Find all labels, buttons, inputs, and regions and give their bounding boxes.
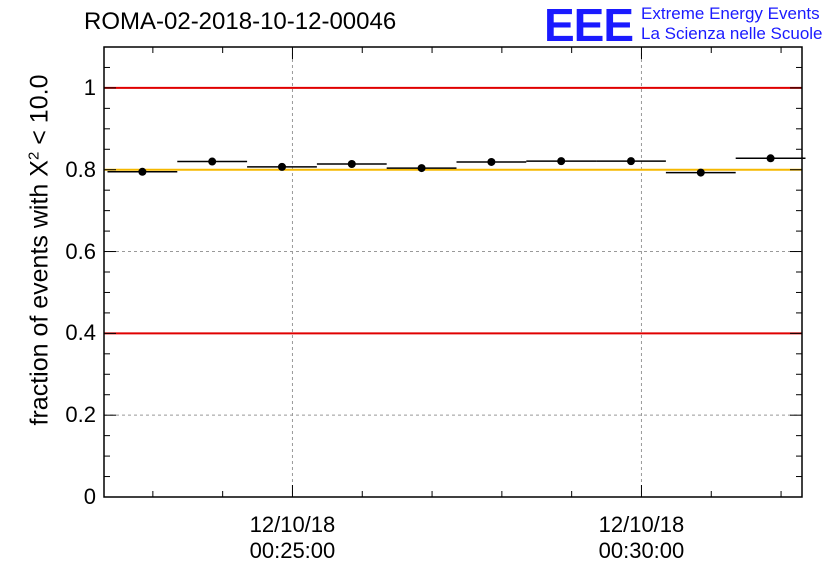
data-point xyxy=(247,162,317,171)
data-point xyxy=(177,157,248,166)
data-point xyxy=(107,167,178,176)
data-point-marker xyxy=(277,162,286,171)
x-tick-date: 12/10/18 xyxy=(249,512,336,537)
data-point-marker xyxy=(487,157,496,166)
logo-line-2: La Scienza nelle Scuole xyxy=(641,24,823,43)
x-tick-time: 00:30:00 xyxy=(598,538,685,563)
axis-ticks xyxy=(104,46,802,498)
y-tick-label: 0 xyxy=(83,484,96,509)
y-tick-label: 0.2 xyxy=(65,402,96,428)
data-point-marker xyxy=(696,168,705,177)
data-point-marker xyxy=(347,160,356,168)
eee-logo-mark: EEE xyxy=(544,0,634,51)
eee-logo: EEE Extreme Energy Events La Scienza nel… xyxy=(544,2,823,48)
x-tick-time: 00:25:00 xyxy=(249,538,336,563)
y-tick-label: 1 xyxy=(83,74,96,100)
data-point xyxy=(386,164,457,173)
logo-line-1: Extreme Energy Events xyxy=(641,4,820,23)
y-tick-label: 0.6 xyxy=(65,238,96,264)
plot-frame xyxy=(103,46,803,498)
data-point xyxy=(316,160,387,168)
data-point-marker xyxy=(626,157,635,166)
y-tick-label: 0.4 xyxy=(65,320,96,346)
y-axis-label-prefix: fraction of events with xyxy=(25,183,54,426)
data-point-marker xyxy=(766,154,775,163)
data-points xyxy=(107,154,806,177)
data-point xyxy=(665,168,736,177)
data-point xyxy=(596,157,666,166)
data-point-marker xyxy=(417,164,426,173)
data-point xyxy=(735,154,806,163)
data-point xyxy=(456,157,527,166)
chart-title: ROMA-02-2018-10-12-00046 xyxy=(84,8,397,35)
data-point-marker xyxy=(208,157,217,166)
data-point-marker xyxy=(138,167,147,176)
data-point-marker xyxy=(557,157,566,166)
reference-lines xyxy=(104,86,802,335)
x-tick-label: 12/10/18 00:25:00 xyxy=(212,512,372,564)
x-tick-label: 12/10/18 00:30:00 xyxy=(561,512,721,564)
y-tick-label: 0.8 xyxy=(65,156,96,182)
x-tick-date: 12/10/18 xyxy=(598,512,685,537)
eee-logo-text: Extreme Energy Events La Scienza nelle S… xyxy=(641,4,822,44)
data-point xyxy=(526,157,597,166)
grid-lines xyxy=(104,47,802,497)
